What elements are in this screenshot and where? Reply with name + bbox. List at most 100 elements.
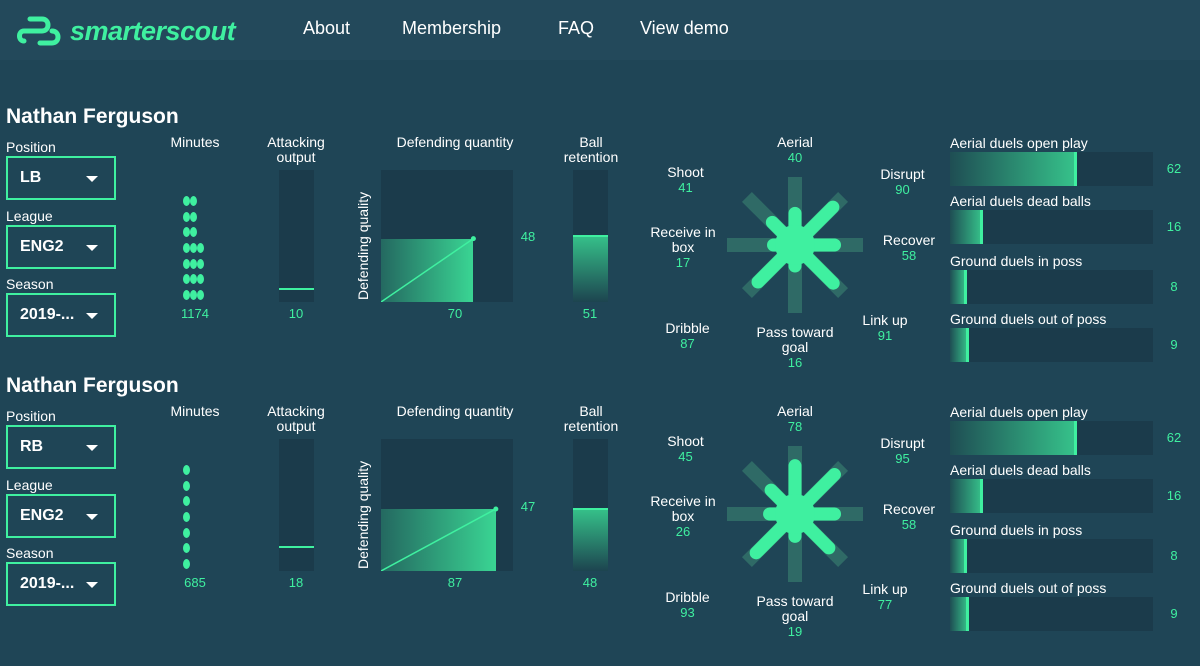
league-label: League (6, 477, 53, 493)
minutes-heading: Minutes (170, 134, 220, 150)
duel-label: Ground duels out of poss (950, 311, 1107, 327)
duel-bar (950, 421, 1153, 455)
radar-label-value: 16 (787, 355, 803, 370)
league-select[interactable]: ENG2 (6, 225, 116, 269)
minutes-dot (183, 258, 190, 269)
radar-label: Pass toward goal 16 (745, 325, 845, 371)
radar-label: Recover 58 (870, 233, 948, 264)
duel-marker (980, 210, 984, 244)
radar-label-value: 19 (787, 624, 803, 639)
season-value: 2019-... (20, 306, 75, 323)
defending-diagonal (381, 236, 476, 302)
ball-retention-marker (573, 507, 608, 510)
radar-label-value: 91 (877, 328, 893, 343)
player-name: Nathan Ferguson (6, 374, 179, 397)
duel-value: 16 (1166, 219, 1182, 234)
minutes-dot (183, 242, 190, 253)
radar-label-value: 93 (680, 605, 695, 620)
league-select[interactable]: ENG2 (6, 494, 116, 538)
defending-quantity-heading: Defending quantity (396, 134, 514, 150)
ball-retention-heading: Ball retention (563, 403, 619, 434)
radar-label: Shoot 41 (648, 165, 723, 196)
defending-quality-value: 48 (520, 228, 536, 244)
minutes-dot (197, 242, 204, 253)
radar-label-text: Receive in box (650, 493, 716, 524)
radar-label-text: Dribble (665, 320, 710, 336)
radar-label-text: Disrupt (880, 435, 925, 451)
radar-label-text: Disrupt (880, 166, 925, 182)
minutes-value: 685 (184, 575, 206, 590)
duel-value: 16 (1166, 488, 1182, 503)
duel-value: 9 (1170, 606, 1178, 621)
position-label: Position (6, 139, 56, 155)
nav-about[interactable]: About (303, 18, 351, 38)
season-label: Season (6, 276, 54, 292)
attacking-output-marker (279, 546, 314, 549)
minutes-dot (183, 480, 190, 491)
duel-fill (950, 328, 969, 362)
minutes-dot (190, 258, 197, 269)
attacking-output-bar (279, 439, 314, 571)
defending-diagonal (381, 506, 499, 571)
attacking-output-value: 10 (288, 306, 304, 321)
radar-label-text: Link up (862, 312, 908, 328)
radar-label: Dribble 87 (650, 320, 725, 352)
minutes-dots (183, 170, 213, 300)
ball-retention-value: 51 (582, 306, 598, 321)
radar-label: Pass toward goal 19 (745, 594, 845, 640)
radar-label: Disrupt 90 (865, 166, 940, 198)
season-select[interactable]: 2019-... (6, 293, 116, 337)
duel-fill (950, 539, 967, 573)
duel-marker (1073, 421, 1077, 455)
radar-label-text: Aerial (777, 403, 813, 419)
league-value: ENG2 (20, 238, 64, 255)
defending-chart (381, 439, 513, 571)
duel-marker (1073, 152, 1077, 186)
radar-label-text: Receive in box (650, 224, 716, 255)
defending-quality-axis-label: Defending quality (355, 191, 371, 300)
radar-label-value: 58 (901, 517, 917, 532)
duel-bar (950, 328, 1153, 362)
radar-label: Recover 58 (870, 502, 948, 533)
radar-label-value: 77 (877, 597, 893, 612)
nav-faq[interactable]: FAQ (558, 18, 595, 38)
duel-label: Aerial duels open play (950, 135, 1088, 151)
chevron-down-icon (86, 445, 98, 451)
ball-retention-value: 48 (582, 575, 598, 590)
defending-quality-value: 47 (520, 498, 536, 514)
radar-label-value: 58 (901, 248, 917, 263)
minutes-dot (190, 290, 197, 300)
radar-label: Receive in box 26 (648, 493, 718, 540)
position-select[interactable]: LB (6, 156, 116, 200)
minutes-dot (183, 543, 190, 554)
minutes-dot (190, 274, 197, 285)
duel-bar (950, 479, 1153, 513)
duel-fill (950, 210, 983, 244)
duel-marker (980, 479, 984, 513)
duel-value: 62 (1166, 161, 1182, 176)
player-name: Nathan Ferguson (6, 105, 179, 128)
brand-logo[interactable]: smarterscout (16, 8, 236, 54)
minutes-dot (190, 242, 197, 253)
radar-label-text: Aerial (777, 134, 813, 150)
minutes-value: 1174 (181, 306, 209, 321)
position-value: RB (20, 438, 44, 455)
season-select[interactable]: 2019-... (6, 562, 116, 606)
radar-label-value: 90 (895, 182, 910, 197)
radar-label: Shoot 45 (648, 433, 723, 465)
chevron-down-icon (86, 176, 98, 182)
defending-quantity-value: 70 (447, 306, 463, 321)
nav-membership[interactable]: Membership (402, 18, 502, 38)
duel-value: 8 (1170, 279, 1178, 294)
radar-label: Receive in box 17 (648, 224, 718, 271)
radar-label-text: Shoot (667, 433, 704, 449)
nav-view-demo[interactable]: View demo (640, 18, 729, 38)
minutes-dot (190, 227, 197, 238)
chevron-down-icon (86, 313, 98, 319)
radar-label: Aerial 78 (755, 403, 835, 435)
position-select[interactable]: RB (6, 425, 116, 469)
brand-name: smarterscout (70, 15, 236, 46)
radar-label-text: Dribble (665, 589, 710, 605)
duel-label: Aerial duels dead balls (950, 193, 1091, 209)
position-label: Position (6, 408, 56, 424)
